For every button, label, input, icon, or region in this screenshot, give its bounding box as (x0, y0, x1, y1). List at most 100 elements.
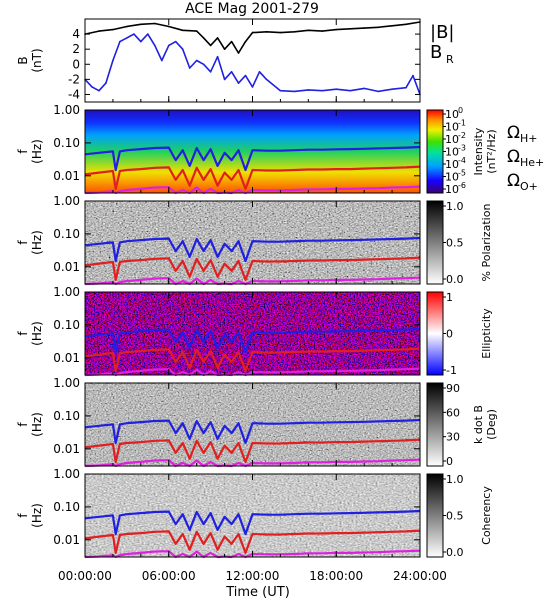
colorbar (426, 109, 444, 194)
btotal-point (202, 37, 205, 39)
gyro-H-line (84, 327, 421, 354)
bradial-point (279, 89, 282, 92)
colorbar-tick-label: 60 (446, 406, 460, 419)
bradial-point (321, 89, 324, 92)
y-tick-label: 0.01 (53, 533, 80, 547)
y-tick-label: 0.01 (53, 260, 80, 274)
bradial-point (140, 40, 142, 43)
y-tick-label: 0.01 (53, 351, 80, 365)
bradial-point (244, 74, 247, 77)
bradial-point (258, 71, 261, 73)
colorbar-tick-exponent: -4 (458, 156, 466, 165)
y-tick-label: 0.10 (53, 136, 80, 150)
bradial-point (126, 37, 128, 39)
bradial-point (230, 71, 233, 73)
panel-b-field: B (nT)420-2-4|B|B R (16, 18, 454, 103)
colorbar-tick-label: 0.5 (446, 237, 464, 250)
colorbar-tick-exponent: 0 (458, 106, 463, 115)
y-tick-label: 1.00 (53, 467, 80, 481)
bradial-point (412, 74, 414, 77)
bradial-point (377, 90, 379, 93)
colorbar-title: Coherency (480, 486, 493, 545)
colorbar-tick-exponent: -5 (458, 169, 466, 178)
y-axis-title: f (16, 240, 30, 245)
legend-gyro-sub: H+ (520, 132, 538, 145)
colorbar-tick-base: 10 (445, 158, 459, 171)
legend-gyro-sub: He+ (520, 156, 544, 169)
colorbar (426, 291, 444, 376)
colorbar-title: Ellipticity (480, 308, 493, 359)
colorbar-tick-label: 1.0 (446, 200, 464, 213)
btotal-point (223, 48, 226, 50)
gyro-H-line (84, 418, 421, 445)
y-tick-label: 0.10 (53, 227, 80, 241)
btotal-point (265, 31, 268, 33)
gyro-He-line (84, 256, 421, 281)
x-tick-label: 06:00:00 (142, 569, 196, 583)
gyro-He-line (84, 438, 421, 463)
y-axis-unit: (nT) (30, 48, 44, 72)
btotal-point (279, 31, 282, 34)
gyro-He-line (84, 165, 421, 190)
btotal-point (209, 44, 212, 47)
colorbar-tick-label: -1 (446, 364, 457, 377)
colorbar-tick-label: 0.0 (446, 273, 464, 286)
legend-bradial: B (430, 42, 442, 63)
x-tick-label: 18:00:00 (309, 569, 363, 583)
colorbar-tick-exponent: -6 (458, 181, 466, 190)
btotal-point (377, 26, 379, 29)
colorbar-tick-base: 10 (445, 133, 459, 146)
panel-ellipticity: f (Hz) 1.00 0.10 0.01 1 0 -1 Ellipticity (16, 285, 493, 377)
bradial-point (147, 33, 149, 35)
bradial-point (119, 40, 121, 43)
y-axis-title: f (16, 513, 30, 518)
y-axis-title: f (16, 422, 30, 427)
y-axis-unit: (Hz) (30, 321, 44, 346)
y-tick-label: 0.10 (53, 500, 80, 514)
colorbar-tick-label: 1.0 (446, 473, 464, 486)
colorbar-title: Intensity (472, 127, 485, 175)
bradial-point (195, 59, 198, 62)
bradial-point (105, 82, 107, 84)
y-axis-unit: (Hz) (30, 230, 44, 255)
colorbar-tick-base: 10 (445, 121, 459, 134)
colorbar (426, 473, 444, 558)
y-tick-label: 0.01 (53, 442, 80, 456)
bradial-point (209, 71, 212, 73)
gyro-H-line (84, 236, 421, 263)
y-tick-label: 0.01 (53, 169, 80, 183)
btotal-point (216, 37, 219, 39)
y-tick-label: 2 (72, 42, 80, 56)
legend-btotal: |B| (430, 22, 454, 43)
y-tick-label: 0.10 (53, 409, 80, 423)
gyro-He-line (84, 529, 421, 555)
bradial-point (251, 86, 254, 88)
y-axis-title: f (16, 331, 30, 336)
bradial-point (293, 90, 296, 93)
gyro-He-line (84, 347, 421, 372)
y-tick-label: 0 (72, 57, 80, 71)
bradial-point (112, 59, 114, 62)
panel-kdotb: f (Hz) 1.00 0.10 0.01 90 60 30 0 k dot B (Deg) (16, 376, 498, 468)
y-axis-unit: (Hz) (30, 412, 44, 437)
btotal-point (98, 30, 100, 32)
colorbar (426, 200, 444, 285)
legend-gyro-sub: O+ (520, 180, 538, 193)
colorbar-tick-label: 0 (446, 328, 453, 341)
panel-polarization: f (Hz) 1.00 0.10 0.01 1.0 0.5 0.0 % Polarization (16, 194, 493, 286)
y-axis-title: f (16, 149, 30, 154)
bradial-point (349, 89, 352, 92)
bradial-point (133, 33, 135, 35)
colorbar-tick-base: 10 (445, 171, 459, 184)
btotal-point (126, 25, 128, 28)
bradial-point (188, 67, 191, 69)
btotal-point (244, 40, 247, 43)
y-axis-unit: (Hz) (30, 503, 44, 528)
bradial-point (335, 88, 338, 90)
btotal-point (349, 28, 352, 30)
bradial-point (91, 86, 93, 88)
bradial-point (237, 82, 240, 84)
btotal-point (195, 30, 198, 32)
y-tick-label: 1.00 (53, 285, 80, 299)
colorbar-tick-base: 10 (445, 146, 459, 159)
